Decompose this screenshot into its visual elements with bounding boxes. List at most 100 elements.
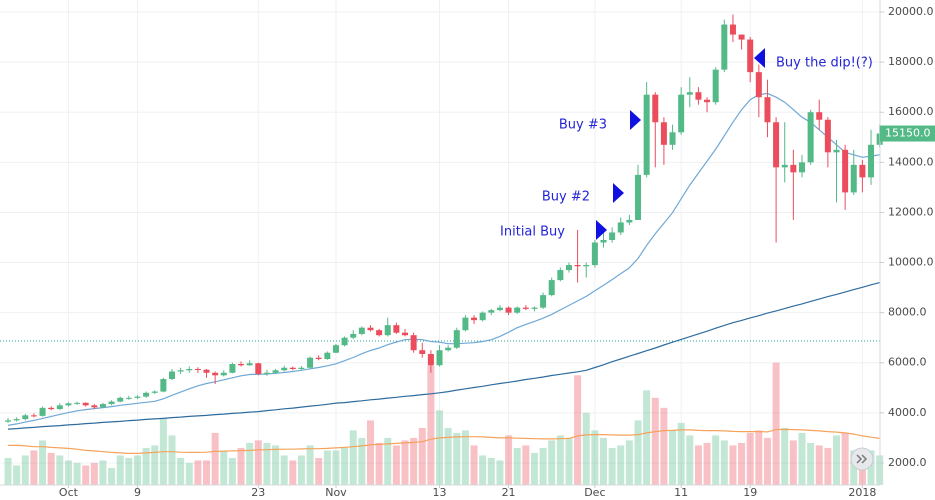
candle-body [824, 119, 831, 153]
volume-bar [513, 447, 521, 485]
volume-bar [444, 427, 452, 485]
volume-bar [867, 450, 875, 485]
volume-bar [237, 447, 245, 485]
volume-bar [220, 450, 228, 485]
volume-bar [755, 430, 763, 485]
candle-body [807, 112, 814, 163]
candle-body [324, 352, 331, 359]
volume-bar [125, 457, 133, 485]
candle-body [816, 112, 823, 120]
volume-bar [358, 437, 366, 485]
candle-body [238, 364, 245, 366]
candle-body [868, 144, 875, 178]
candle-body [583, 265, 590, 267]
scroll-button-icon[interactable] [856, 454, 868, 464]
candle-body [427, 353, 434, 366]
candle-body [505, 307, 512, 313]
volume-bar [833, 435, 841, 485]
volume-bar [177, 457, 185, 485]
volume-bar [505, 435, 513, 485]
volume-bar [4, 457, 12, 485]
candle-body [393, 325, 400, 333]
volume-bar [591, 430, 599, 485]
annotation: Buy #3 [559, 118, 607, 133]
volume-bar [703, 442, 711, 485]
candle-body [91, 405, 98, 408]
volume-bar [461, 430, 469, 485]
candle-body [22, 415, 29, 420]
candle-body [212, 372, 219, 376]
volume-bar [530, 452, 538, 485]
candle-body [479, 312, 486, 321]
volume-bar [824, 447, 832, 485]
candle-body [203, 369, 210, 373]
candle-body [117, 397, 124, 402]
scroll-button[interactable] [850, 447, 874, 471]
candle-body [289, 367, 296, 370]
candle-body [13, 419, 20, 421]
candle-body [626, 219, 633, 223]
candle-body [514, 307, 521, 313]
volume-bar [64, 460, 72, 485]
last-price-label: 15150.0 [885, 127, 931, 140]
volume-bar [470, 445, 478, 485]
volume-bar [798, 432, 806, 485]
candle-body [669, 132, 676, 145]
candle-body [859, 164, 866, 178]
y-tick-label: 10000.0 [888, 256, 934, 269]
y-tick-label: 12000.0 [888, 205, 934, 218]
volume-bar [392, 445, 400, 485]
volume-bar [13, 465, 21, 485]
candle-body [436, 350, 443, 366]
candle-body [168, 371, 175, 380]
candle-body [635, 174, 642, 220]
volume-bar [30, 450, 38, 485]
volume-bar [323, 450, 331, 485]
candle-body [453, 330, 460, 348]
volume-bar [582, 412, 590, 485]
volume-bar [185, 462, 193, 485]
volume-bar [366, 420, 374, 485]
volume-bar [332, 450, 340, 485]
candle-body [315, 357, 322, 359]
volume-bar [108, 467, 116, 485]
volume-bar [496, 460, 504, 485]
volume-bar [384, 437, 392, 485]
annotation: Buy #2 [542, 190, 590, 205]
candle-body [548, 280, 555, 296]
volume-bar [669, 430, 677, 485]
x-tick-label: Nov [325, 486, 347, 499]
y-tick-label: 14000.0 [888, 155, 934, 168]
volume-bar [133, 455, 141, 485]
volume-bar [574, 375, 582, 485]
candle-body [151, 391, 158, 393]
y-tick-label: 18000.0 [888, 55, 934, 68]
candle-body [591, 242, 598, 266]
buy-marker [596, 220, 607, 240]
x-tick-label: 19 [743, 486, 757, 499]
candle-body [384, 325, 391, 336]
volume-bar [315, 457, 323, 485]
volume-bar [47, 452, 55, 485]
candle-body [410, 335, 417, 351]
candle-layer [5, 14, 883, 423]
candle-body [798, 162, 805, 173]
candle-body [747, 39, 754, 73]
volume-bar [617, 445, 625, 485]
y-tick-label: 16000.0 [888, 105, 934, 118]
volume-bar [306, 445, 314, 485]
volume-bar [341, 447, 349, 485]
volume-bar [694, 445, 702, 485]
volume-bar [850, 450, 858, 485]
volume-bar [418, 427, 426, 485]
candle-body [194, 369, 201, 371]
candle-body [704, 99, 711, 103]
volume-bar [254, 440, 262, 485]
volume-bar [539, 447, 547, 485]
volume-bar [625, 440, 633, 485]
candle-body [65, 403, 72, 406]
candle-body [617, 222, 624, 233]
buy-marker [613, 183, 624, 203]
